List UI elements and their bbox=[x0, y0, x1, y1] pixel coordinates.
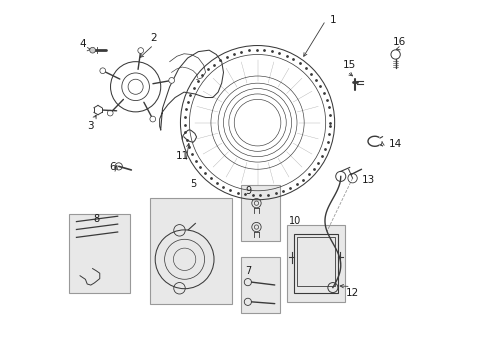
Circle shape bbox=[107, 110, 113, 116]
Circle shape bbox=[90, 47, 96, 53]
Bar bbox=[297, 237, 335, 286]
Text: 14: 14 bbox=[389, 139, 402, 149]
Circle shape bbox=[169, 77, 174, 83]
Text: 4: 4 bbox=[79, 39, 86, 49]
Text: 9: 9 bbox=[245, 186, 252, 196]
Text: 10: 10 bbox=[289, 216, 301, 226]
Text: 8: 8 bbox=[93, 215, 99, 224]
Circle shape bbox=[138, 48, 144, 53]
Bar bbox=[294, 234, 338, 293]
Text: 12: 12 bbox=[346, 288, 359, 298]
Text: 11: 11 bbox=[175, 150, 189, 161]
Text: 2: 2 bbox=[150, 33, 157, 43]
Bar bbox=[287, 225, 344, 302]
Circle shape bbox=[100, 68, 106, 73]
Text: 6: 6 bbox=[109, 162, 116, 172]
Text: 3: 3 bbox=[87, 121, 94, 131]
Text: 7: 7 bbox=[245, 266, 252, 276]
Text: 16: 16 bbox=[392, 37, 406, 47]
Text: 15: 15 bbox=[343, 60, 356, 70]
Bar bbox=[241, 185, 280, 241]
Circle shape bbox=[150, 116, 156, 122]
Bar bbox=[69, 214, 130, 293]
Bar bbox=[150, 198, 232, 304]
Text: 13: 13 bbox=[362, 175, 375, 185]
Bar bbox=[241, 257, 280, 313]
Text: 5: 5 bbox=[190, 179, 196, 189]
Text: 1: 1 bbox=[330, 15, 336, 26]
